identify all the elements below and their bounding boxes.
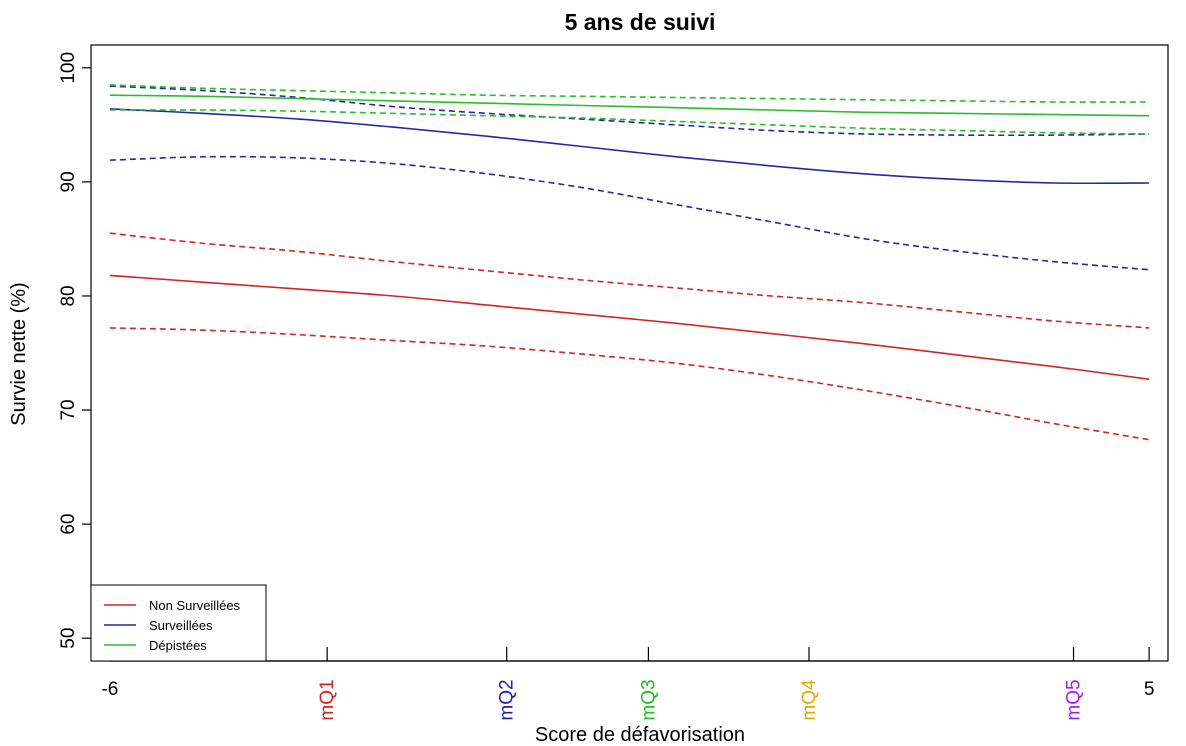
legend-entry-surveillees: Surveillées xyxy=(104,618,213,633)
legend-label-non-surveillees: Non Surveillées xyxy=(149,598,241,613)
x-tick-label-mq1: mQ1 xyxy=(317,679,338,720)
legend-label-surveillees: Surveillées xyxy=(149,618,213,633)
legend-entry-depistees: Dépistées xyxy=(104,638,207,653)
series-surveillees-line xyxy=(109,108,1150,185)
y-tick-label-60: 60 xyxy=(58,514,79,535)
series-depistees xyxy=(109,84,1150,135)
axes: 50 60 70 80 90 100 -6 mQ1 mQ2 mQ3 mQ4 mQ5 5 xyxy=(58,52,1154,721)
x-tick-label-mq4: mQ4 xyxy=(799,679,820,721)
y-tick-label-80: 80 xyxy=(58,285,79,306)
series-depistees-line xyxy=(109,94,1150,117)
series-depistees-lower-ci xyxy=(109,109,1150,135)
y-tick-label-100: 100 xyxy=(58,52,79,84)
y-tick-label-50: 50 xyxy=(58,628,79,649)
x-tick-label-5: 5 xyxy=(1144,679,1155,700)
legend-box xyxy=(90,584,267,662)
y-tick-label-90: 90 xyxy=(58,171,79,192)
x-tick-label-mq5: mQ5 xyxy=(1064,679,1085,720)
chart-title: 5 ans de suivi xyxy=(565,9,716,35)
x-tick-label-6: -6 xyxy=(101,679,118,700)
x-tick-label-mq3: mQ3 xyxy=(638,679,659,720)
series-depistees-upper-ci xyxy=(109,84,1150,103)
series-surveillees xyxy=(109,85,1150,271)
series-surveillees-upper-ci xyxy=(109,85,1150,137)
series-non-surveillees-lower-ci xyxy=(109,327,1150,441)
x-axis: -6 mQ1 mQ2 mQ3 mQ4 mQ5 5 xyxy=(101,647,1154,721)
series-non-surveillees xyxy=(109,232,1150,441)
plot-frame xyxy=(90,44,1169,662)
plot-area xyxy=(109,84,1150,441)
legend-entry-non-surveillees: Non Surveillées xyxy=(104,598,241,613)
x-axis-label: Score de défavorisation xyxy=(535,724,745,746)
series-non-surveillees-line xyxy=(109,274,1150,380)
series-surveillees-lower-ci xyxy=(109,155,1150,271)
legend-label-depistees: Dépistées xyxy=(149,638,207,653)
legend: Non Surveillées Surveillées Dépistées xyxy=(90,584,267,662)
y-tick-label-70: 70 xyxy=(58,399,79,420)
x-tick-label-mq2: mQ2 xyxy=(497,679,518,720)
series-non-surveillees-upper-ci xyxy=(109,232,1150,329)
y-axis: 50 60 70 80 90 100 xyxy=(58,52,91,649)
y-axis-label: Survie nette (%) xyxy=(8,282,30,425)
